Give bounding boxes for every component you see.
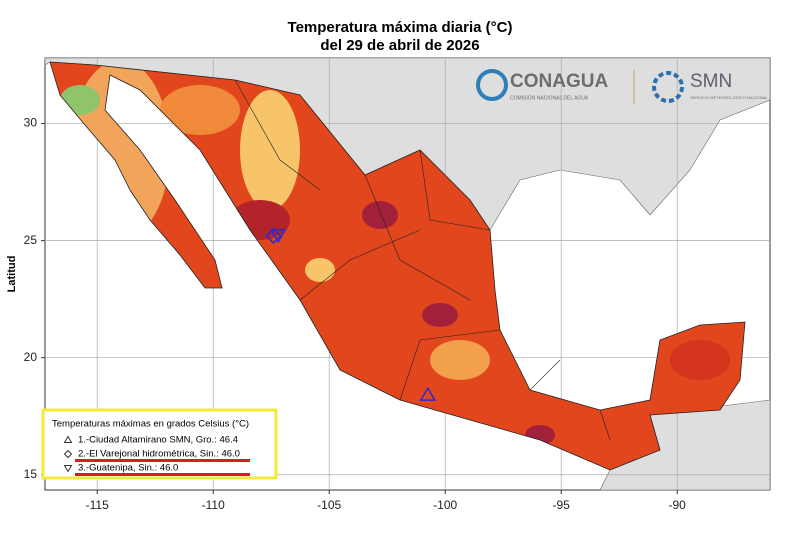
x-tick-label: -115 bbox=[86, 498, 109, 512]
legend-box bbox=[41, 408, 278, 480]
x-tick-label: -105 bbox=[317, 498, 341, 512]
field-hot bbox=[362, 201, 398, 229]
station-marker bbox=[419, 386, 437, 401]
x-tick-label: -90 bbox=[669, 498, 687, 512]
x-tick-label: -100 bbox=[433, 498, 457, 512]
field-hot bbox=[670, 340, 730, 380]
conagua-logo: CONAGUA bbox=[510, 71, 608, 92]
y-tick-label: 25 bbox=[24, 233, 38, 247]
conagua-icon bbox=[476, 69, 508, 101]
station-marker bbox=[269, 229, 287, 244]
smn-logo: SMN bbox=[690, 71, 732, 92]
y-tick-label: 30 bbox=[24, 116, 38, 130]
highlight-underline bbox=[75, 459, 250, 462]
legend-symbol bbox=[63, 435, 73, 443]
legend-symbol bbox=[63, 465, 73, 473]
highlight-underline bbox=[75, 473, 250, 476]
subtitle: del 29 de abril de 2026 bbox=[320, 37, 479, 54]
y-axis-label: Latitud bbox=[6, 256, 18, 293]
conagua-sub: COMISIÓN NACIONAL DEL AGUA bbox=[510, 94, 589, 101]
x-tick-label: -110 bbox=[202, 498, 225, 512]
field-hot bbox=[422, 303, 458, 327]
field-warm bbox=[160, 85, 240, 135]
smn-icon bbox=[652, 71, 684, 103]
station-marker bbox=[265, 227, 282, 245]
y-tick-label: 20 bbox=[24, 350, 38, 364]
legend-entry: 3.-Guatenipa, Sin.: 46.0 bbox=[78, 463, 178, 474]
legend-title: Temperaturas máximas en grados Celsius (… bbox=[52, 419, 249, 430]
legend-entry: 1.-Ciudad Altamirano SMN, Gro.: 46.4 bbox=[78, 435, 238, 446]
legend-entry: 2.-El Varejonal hidrométrica, Sin.: 46.0 bbox=[78, 449, 240, 460]
field-cool bbox=[305, 258, 335, 282]
x-tick-label: -95 bbox=[553, 498, 571, 512]
field-cool bbox=[240, 90, 300, 210]
smn-sub: SERVICIO METEOROLÓGICO NACIONAL bbox=[690, 95, 768, 100]
title: Temperatura máxima diaria (°C) bbox=[288, 19, 513, 36]
field-warm bbox=[430, 340, 490, 380]
y-tick-label: 15 bbox=[24, 467, 38, 481]
logos: CONAGUA COMISIÓN NACIONAL DEL AGUA SMN S… bbox=[476, 69, 768, 104]
state-borders bbox=[234, 79, 611, 441]
legend-symbol bbox=[63, 449, 73, 459]
